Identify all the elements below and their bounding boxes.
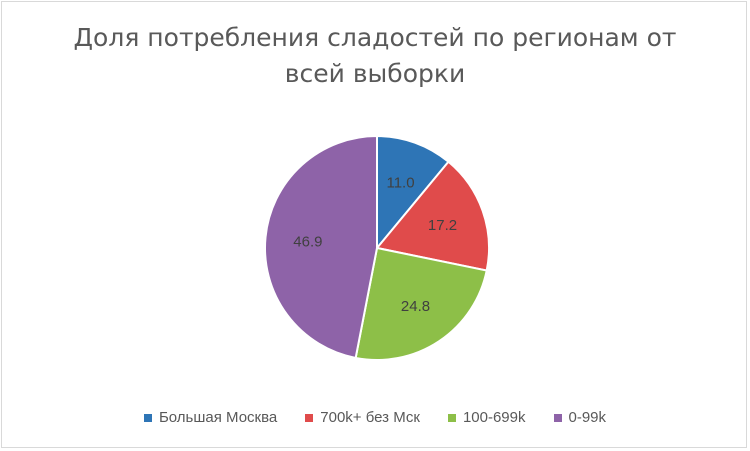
chart-title-line-1: Доля потребления сладостей по регионам о… bbox=[73, 23, 677, 52]
data-label-700k-bez-msk: 17.2 bbox=[428, 217, 457, 234]
data-label-100-699k: 24.8 bbox=[401, 298, 430, 315]
legend-swatch bbox=[553, 413, 562, 422]
legend-label: 100-699k bbox=[462, 409, 526, 426]
legend-item-100-699k: 100-699k bbox=[447, 409, 526, 426]
legend-label: 700k+ без Мск bbox=[320, 409, 420, 426]
legend-item-700k-bez-msk: 700k+ без Мск bbox=[305, 409, 420, 426]
legend-swatch bbox=[305, 413, 314, 422]
pie-slice-0-99k bbox=[264, 134, 378, 360]
legend-label: 0-99k bbox=[568, 409, 607, 426]
data-label-bolshaya-moskva: 11.0 bbox=[386, 175, 414, 192]
pie-slice-100-699k bbox=[354, 246, 488, 361]
legend-item-0-99k: 0-99k bbox=[553, 409, 607, 426]
data-label-0-99k: 46.9 bbox=[293, 233, 322, 250]
legend-swatch bbox=[143, 413, 152, 422]
legend-item-bolshaya-moskva: Большая Москва bbox=[143, 409, 278, 426]
legend-label: Большая Москва bbox=[158, 409, 278, 426]
legend-swatch bbox=[447, 413, 456, 422]
chart-title: Доля потребления сладостей по регионам о… bbox=[2, 20, 748, 92]
pie-slice-700k-bez-msk bbox=[375, 160, 490, 272]
pie-slice-bolshaya-moskva bbox=[376, 134, 450, 251]
chart-title-line-2: всей выборки bbox=[284, 59, 466, 88]
legend: Большая Москва 700k+ без Мск 100-699k 0-… bbox=[2, 409, 748, 426]
